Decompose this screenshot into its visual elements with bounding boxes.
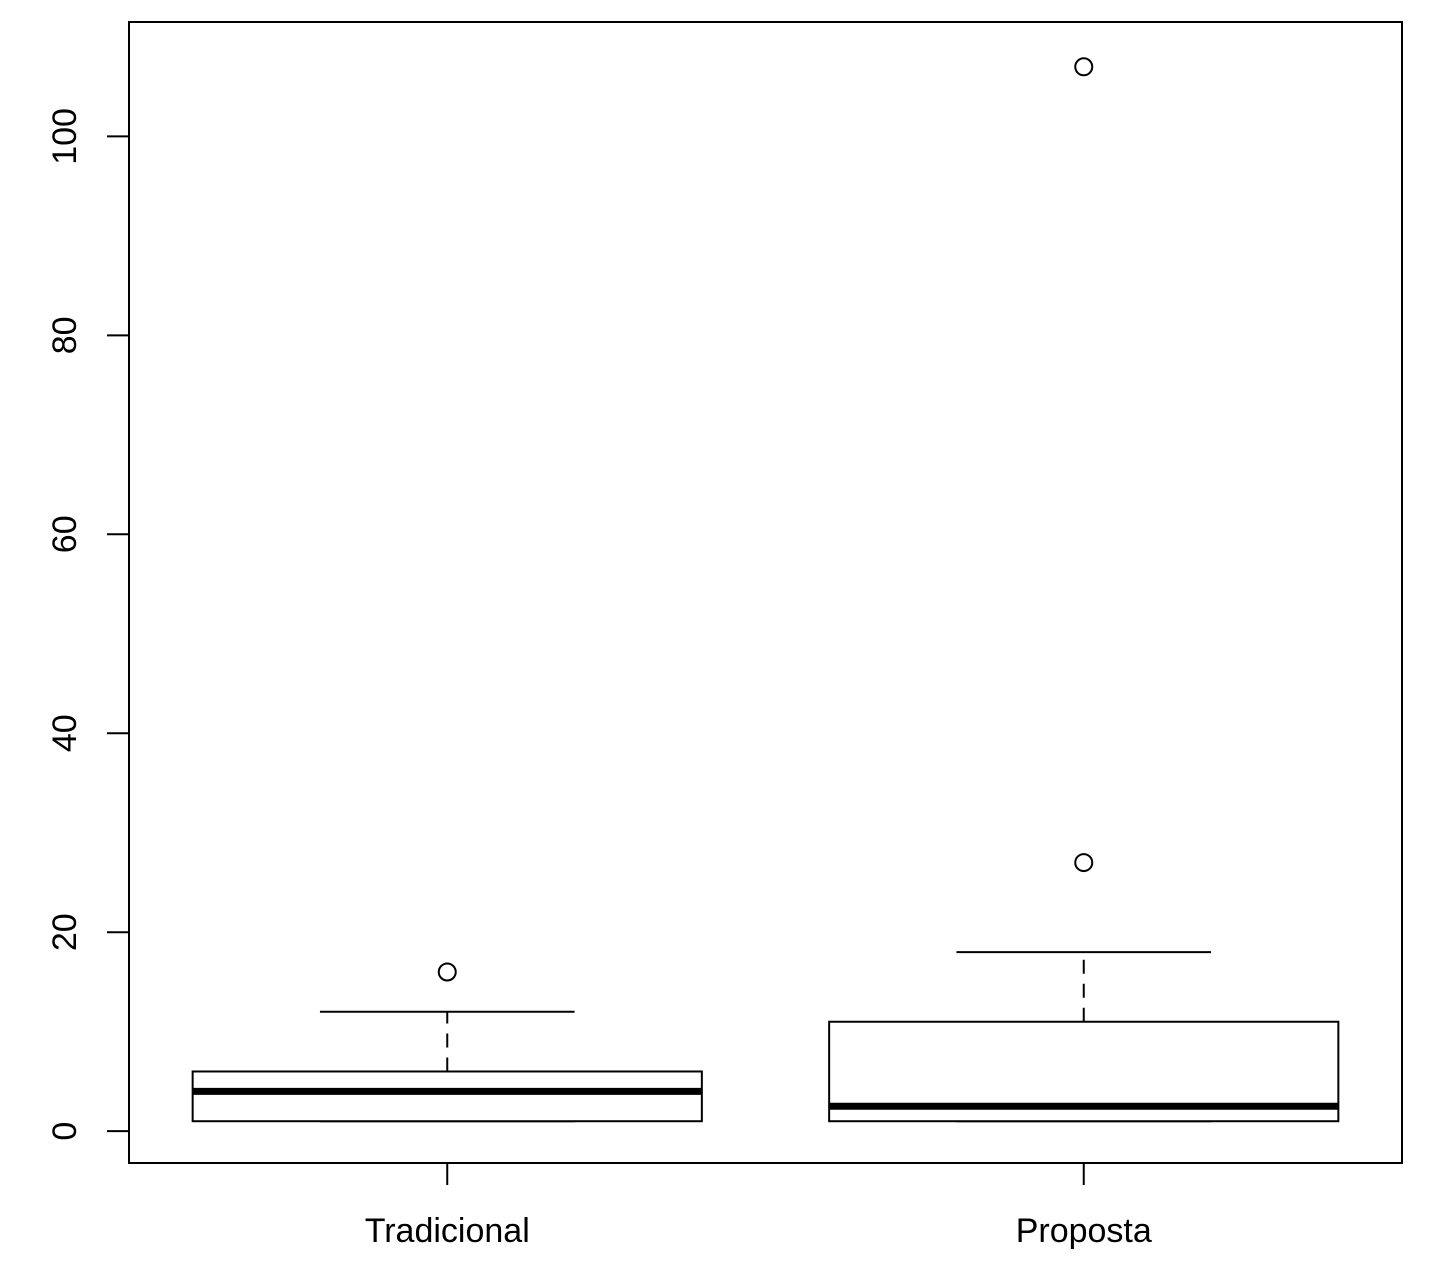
y-tick-label: 20 [46, 913, 84, 951]
y-axis: 0 20 40 60 80 100 [46, 108, 130, 1141]
box-proposta [828, 57, 1340, 1123]
plot-border [128, 21, 1403, 1164]
plot-frame [128, 21, 1403, 1164]
y-tick-label: 0 [46, 1122, 84, 1141]
y-tick-label: 40 [46, 714, 84, 752]
x-tick-label: Tradicional [365, 1212, 530, 1250]
outlier-point [1074, 853, 1094, 873]
box-tradicional [191, 962, 703, 1123]
iqr-box [191, 1070, 703, 1123]
y-tick-label: 100 [46, 108, 84, 165]
outlier-point [1074, 57, 1094, 77]
boxes [191, 57, 1340, 1123]
x-tick-label: Proposta [1016, 1212, 1152, 1250]
y-tick-label: 80 [46, 316, 84, 354]
x-axis: Tradicional Proposta [365, 1163, 1152, 1250]
outlier-point [437, 962, 457, 982]
y-tick-label: 60 [46, 515, 84, 553]
